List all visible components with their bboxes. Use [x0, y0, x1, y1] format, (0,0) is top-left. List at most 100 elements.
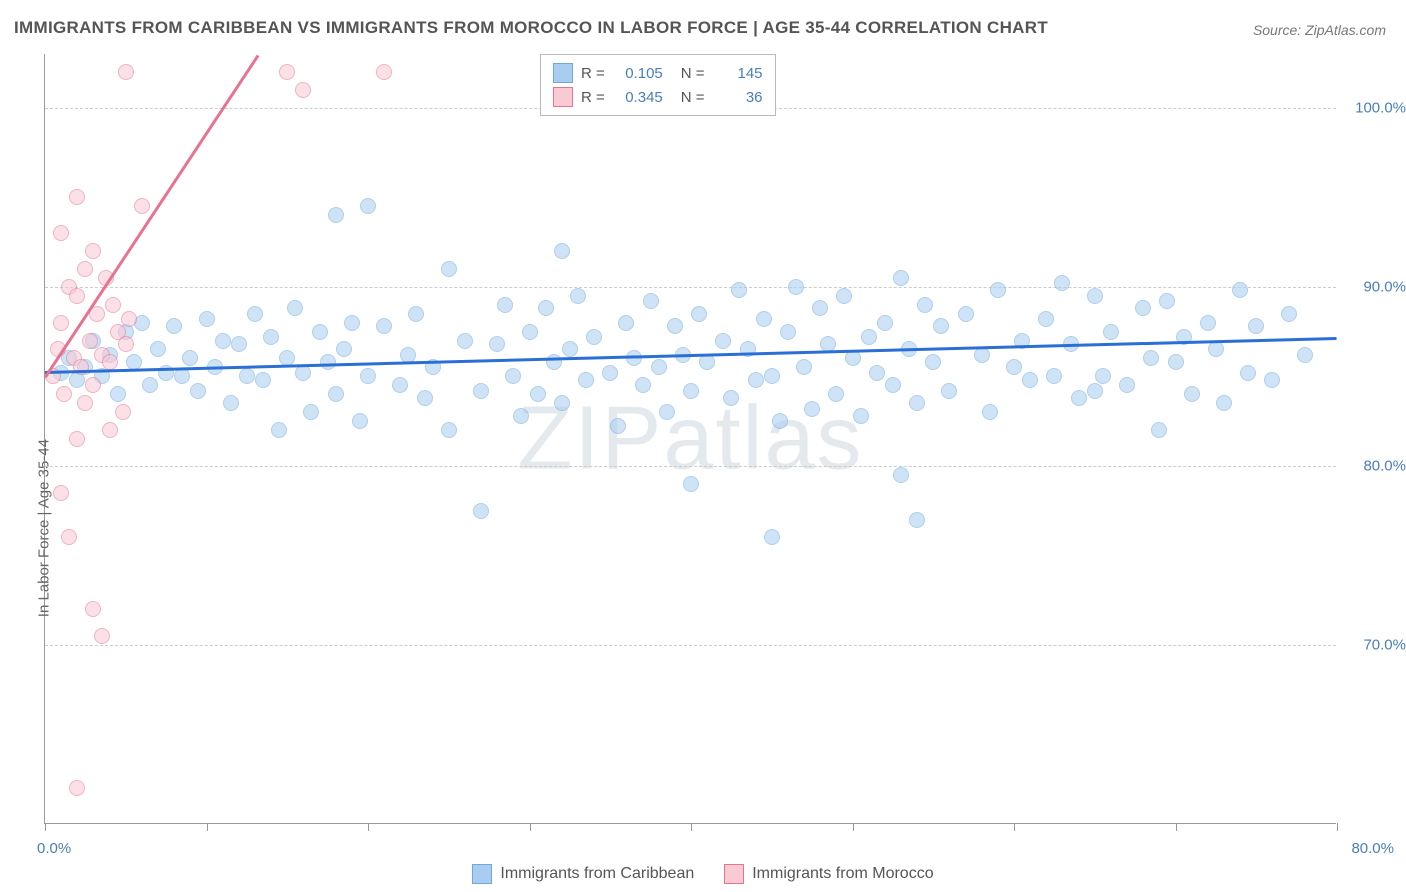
legend-n-value: 36 — [713, 89, 763, 106]
x-tick — [691, 823, 692, 831]
data-point — [554, 395, 570, 411]
data-point — [392, 377, 408, 393]
data-point — [796, 359, 812, 375]
legend-stat-row: R =0.105N =145 — [553, 61, 763, 85]
data-point — [909, 512, 925, 528]
x-tick — [45, 823, 46, 831]
legend-n-value: 145 — [713, 65, 763, 82]
data-point — [239, 368, 255, 384]
data-point — [417, 390, 433, 406]
data-point — [845, 350, 861, 366]
data-point — [134, 198, 150, 214]
data-point — [530, 386, 546, 402]
data-point — [182, 350, 198, 366]
data-point — [538, 300, 554, 316]
data-point — [667, 318, 683, 334]
data-point — [780, 324, 796, 340]
data-point — [82, 333, 98, 349]
source-attribution: Source: ZipAtlas.com — [1253, 22, 1386, 38]
data-point — [1038, 311, 1054, 327]
data-point — [869, 365, 885, 381]
legend-series-label: Immigrants from Caribbean — [500, 865, 694, 883]
data-point — [1103, 324, 1119, 340]
legend-swatch — [472, 864, 492, 884]
data-point — [618, 315, 634, 331]
data-point — [836, 288, 852, 304]
data-point — [497, 297, 513, 313]
data-point — [295, 365, 311, 381]
legend-r-label: R = — [581, 89, 605, 106]
chart-title: IMMIGRANTS FROM CARIBBEAN VS IMMIGRANTS … — [14, 18, 1048, 38]
data-point — [635, 377, 651, 393]
x-tick — [368, 823, 369, 831]
data-point — [53, 225, 69, 241]
data-point — [263, 329, 279, 345]
legend-series: Immigrants from Caribbean Immigrants from… — [0, 864, 1406, 884]
data-point — [1071, 390, 1087, 406]
x-axis-start-label: 0.0% — [37, 840, 71, 857]
trend-line — [44, 55, 259, 379]
data-point — [85, 601, 101, 617]
data-point — [1119, 377, 1135, 393]
x-tick — [207, 823, 208, 831]
data-point — [174, 368, 190, 384]
data-point — [1208, 341, 1224, 357]
data-point — [699, 354, 715, 370]
data-point — [570, 288, 586, 304]
data-point — [643, 293, 659, 309]
data-point — [974, 347, 990, 363]
data-point — [489, 336, 505, 352]
data-point — [287, 300, 303, 316]
data-point — [190, 383, 206, 399]
data-point — [546, 354, 562, 370]
data-point — [352, 413, 368, 429]
data-point — [360, 368, 376, 384]
data-point — [1046, 368, 1062, 384]
data-point — [578, 372, 594, 388]
data-point — [877, 315, 893, 331]
data-point — [53, 485, 69, 501]
data-point — [312, 324, 328, 340]
data-point — [683, 383, 699, 399]
data-point — [271, 422, 287, 438]
legend-series-item: Immigrants from Morocco — [724, 864, 933, 884]
data-point — [748, 372, 764, 388]
data-point — [1240, 365, 1256, 381]
data-point — [118, 64, 134, 80]
data-point — [441, 422, 457, 438]
gridline — [45, 287, 1336, 288]
data-point — [909, 395, 925, 411]
data-point — [1087, 288, 1103, 304]
data-point — [360, 198, 376, 214]
data-point — [1054, 275, 1070, 291]
data-point — [105, 297, 121, 313]
data-point — [1143, 350, 1159, 366]
data-point — [231, 336, 247, 352]
data-point — [457, 333, 473, 349]
data-point — [715, 333, 731, 349]
data-point — [279, 64, 295, 80]
x-tick — [530, 823, 531, 831]
data-point — [1248, 318, 1264, 334]
data-point — [651, 359, 667, 375]
data-point — [1087, 383, 1103, 399]
data-point — [1232, 282, 1248, 298]
data-point — [215, 333, 231, 349]
data-point — [933, 318, 949, 334]
data-point — [683, 476, 699, 492]
x-axis-end-label: 80.0% — [1351, 840, 1394, 857]
data-point — [441, 261, 457, 277]
data-point — [73, 359, 89, 375]
data-point — [1095, 368, 1111, 384]
data-point — [77, 395, 93, 411]
gridline — [45, 645, 1336, 646]
data-point — [626, 350, 642, 366]
data-point — [94, 628, 110, 644]
data-point — [554, 243, 570, 259]
data-point — [853, 408, 869, 424]
data-point — [1022, 372, 1038, 388]
data-point — [102, 354, 118, 370]
data-point — [804, 401, 820, 417]
legend-stat-row: R =0.345N =36 — [553, 85, 763, 109]
legend-n-label: N = — [681, 89, 705, 106]
